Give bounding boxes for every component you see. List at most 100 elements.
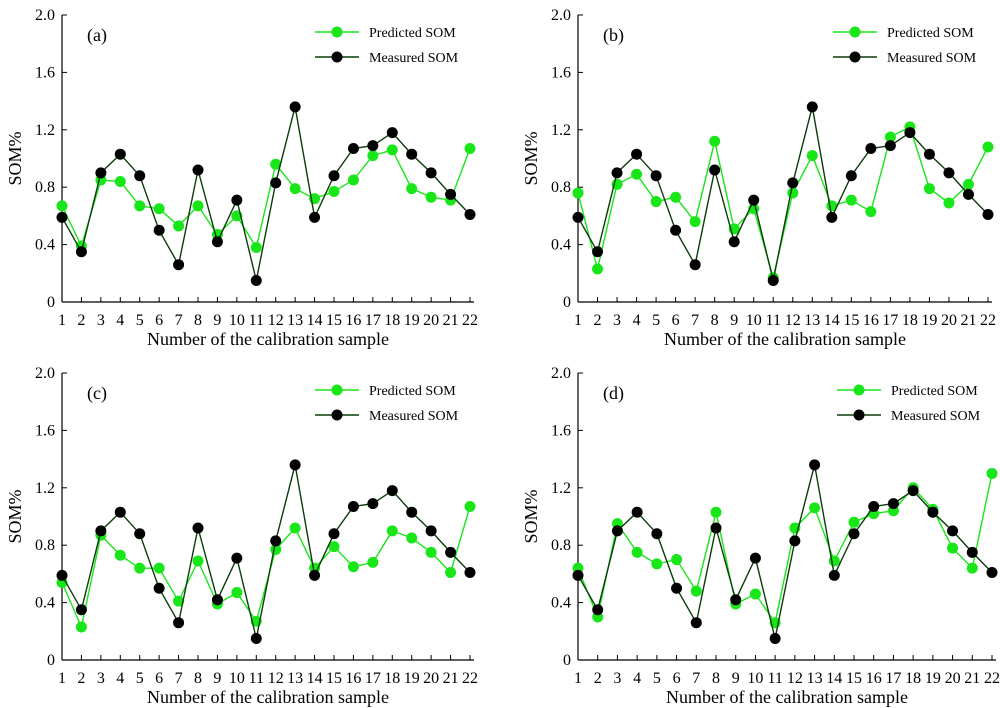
x-tick-label: 12 bbox=[268, 670, 284, 687]
data-point-measured bbox=[192, 522, 204, 534]
x-tick-label: 11 bbox=[249, 312, 264, 329]
x-tick-label: 2 bbox=[77, 670, 85, 687]
x-tick-label: 21 bbox=[443, 670, 459, 687]
data-point-measured bbox=[134, 170, 146, 182]
legend-marker-predicted bbox=[331, 384, 343, 396]
data-point-predicted bbox=[670, 191, 682, 203]
data-point-predicted bbox=[153, 562, 165, 574]
data-point-predicted bbox=[651, 558, 663, 570]
data-point-predicted bbox=[923, 183, 935, 195]
x-tick-label: 22 bbox=[462, 312, 478, 329]
x-tick-label: 22 bbox=[984, 670, 1000, 687]
x-tick-label: 8 bbox=[711, 312, 719, 329]
data-point-measured bbox=[270, 177, 282, 189]
x-tick-label: 4 bbox=[633, 670, 641, 687]
legend-marker-measured bbox=[849, 51, 861, 63]
y-axis-label: SOM% bbox=[521, 489, 541, 543]
x-tick-label: 2 bbox=[594, 670, 602, 687]
x-tick-label: 13 bbox=[804, 312, 820, 329]
data-point-predicted bbox=[464, 142, 476, 154]
data-point-predicted bbox=[328, 186, 340, 198]
data-point-predicted bbox=[982, 141, 994, 153]
data-point-measured bbox=[270, 535, 282, 547]
data-point-predicted bbox=[289, 522, 301, 534]
x-tick-label: 14 bbox=[826, 670, 842, 687]
x-tick-label: 12 bbox=[268, 312, 284, 329]
data-point-predicted bbox=[690, 585, 702, 597]
x-tick-label: 3 bbox=[613, 670, 621, 687]
x-tick-label: 10 bbox=[229, 670, 245, 687]
data-point-measured bbox=[153, 582, 165, 594]
data-point-predicted bbox=[962, 178, 974, 190]
data-point-measured bbox=[982, 208, 994, 220]
data-point-measured bbox=[386, 485, 398, 497]
data-point-measured bbox=[250, 632, 262, 644]
y-tick-label: 1.2 bbox=[551, 480, 571, 497]
data-point-measured bbox=[328, 170, 340, 182]
data-point-measured bbox=[631, 506, 643, 518]
data-point-measured bbox=[192, 164, 204, 176]
data-point-predicted bbox=[114, 549, 126, 561]
data-point-predicted bbox=[367, 556, 379, 568]
data-point-predicted bbox=[464, 500, 476, 512]
x-tick-label: 8 bbox=[712, 670, 720, 687]
data-point-predicted bbox=[947, 542, 959, 554]
chart-panel: 00.40.81.21.62.01 2 3 4 5 6 7 8 9 10 11 12 13 14 15 16 1… bbox=[5, 365, 478, 707]
data-point-measured bbox=[309, 211, 321, 223]
x-axis-label: Number of the calibration sample bbox=[664, 329, 906, 349]
data-point-predicted bbox=[425, 546, 437, 558]
legend-marker-predicted bbox=[853, 384, 865, 396]
panel-label: (a) bbox=[87, 25, 107, 46]
x-tick-label: 12 bbox=[785, 312, 801, 329]
data-point-measured bbox=[709, 164, 721, 176]
data-point-measured bbox=[611, 167, 623, 179]
data-point-measured bbox=[592, 246, 604, 258]
x-tick-label: 21 bbox=[443, 312, 459, 329]
chart-panel: 00.40.81.21.62.01 2 3 4 5 6 7 8 9 10 11 12 13 14 15 16 1… bbox=[5, 7, 478, 349]
series-line-measured bbox=[61, 106, 471, 281]
data-point-predicted bbox=[114, 175, 126, 187]
data-point-measured bbox=[114, 506, 126, 518]
x-tick-label: 15 bbox=[326, 312, 342, 329]
y-tick-label: 0.8 bbox=[35, 179, 55, 196]
data-point-measured bbox=[828, 569, 840, 581]
legend-marker-measured bbox=[331, 409, 343, 421]
series-line-predicted bbox=[577, 473, 993, 625]
data-point-measured bbox=[367, 498, 379, 510]
x-tick-label: 4 bbox=[116, 670, 124, 687]
data-point-measured bbox=[347, 500, 359, 512]
data-point-predicted bbox=[347, 561, 359, 573]
data-point-measured bbox=[769, 632, 781, 644]
data-point-measured bbox=[845, 170, 857, 182]
x-tick-label: 15 bbox=[843, 312, 859, 329]
data-point-predicted bbox=[406, 532, 418, 544]
x-tick-label: 14 bbox=[824, 312, 840, 329]
x-tick-label: 13 bbox=[807, 670, 823, 687]
x-tick-label: 18 bbox=[384, 312, 400, 329]
data-point-measured bbox=[671, 582, 683, 594]
x-axis-label: Number of the calibration sample bbox=[147, 687, 389, 707]
x-tick-label: 6 bbox=[673, 670, 681, 687]
x-tick-label: 5 bbox=[652, 312, 660, 329]
data-point-measured bbox=[826, 211, 838, 223]
data-point-predicted bbox=[270, 158, 282, 170]
data-point-predicted bbox=[848, 516, 860, 528]
y-tick-label: 0 bbox=[47, 652, 55, 669]
x-tick-label: 8 bbox=[194, 670, 202, 687]
legend-label-measured: Measured SOM bbox=[887, 51, 977, 66]
data-point-predicted bbox=[572, 187, 584, 199]
x-tick-label: 7 bbox=[692, 670, 700, 687]
data-point-predicted bbox=[445, 566, 457, 578]
y-tick-label: 0 bbox=[47, 294, 55, 311]
data-point-predicted bbox=[192, 200, 204, 212]
chart-panel: 00.40.81.21.62.01 2 3 4 5 6 7 8 9 10 11 12 13 14 15 16 1… bbox=[521, 365, 1000, 707]
x-tick-label: 2 bbox=[594, 312, 602, 329]
y-tick-label: 0.8 bbox=[551, 537, 571, 554]
x-tick-label: 10 bbox=[746, 312, 762, 329]
x-tick-label: 22 bbox=[462, 670, 478, 687]
data-point-predicted bbox=[231, 587, 243, 599]
x-tick-label: 9 bbox=[213, 312, 221, 329]
data-point-measured bbox=[884, 140, 896, 152]
x-tick-label: 15 bbox=[846, 670, 862, 687]
data-point-measured bbox=[134, 528, 146, 540]
